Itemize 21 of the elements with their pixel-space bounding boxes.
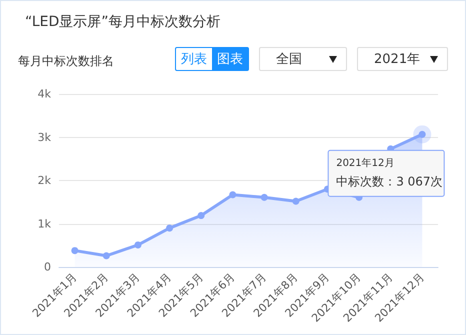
point [260,194,268,201]
point [166,224,174,232]
text: 2021年 [357,47,448,71]
annotation: 中标次数：3 067次 [336,174,443,188]
y-tick-label: 3k [38,130,52,144]
text: 全国 [259,47,347,71]
point [292,198,300,205]
chart-title: “LED显示屏”每月中标次数分析 [25,13,221,31]
y-tick-label: 2k [38,174,52,187]
annotation: 2021年12月 [336,156,394,169]
text: 列表 [180,51,208,69]
chart-subtitle: 每月中标次数排名 [18,53,114,70]
y-tick-label: 1k [38,217,52,230]
y-tick-label: 0 [44,260,51,274]
point [198,212,205,220]
point [71,247,78,254]
point [102,252,110,260]
point [229,191,236,198]
text: 图表 [212,48,248,70]
y-tick-label: 4k [38,88,52,100]
point [134,241,142,248]
